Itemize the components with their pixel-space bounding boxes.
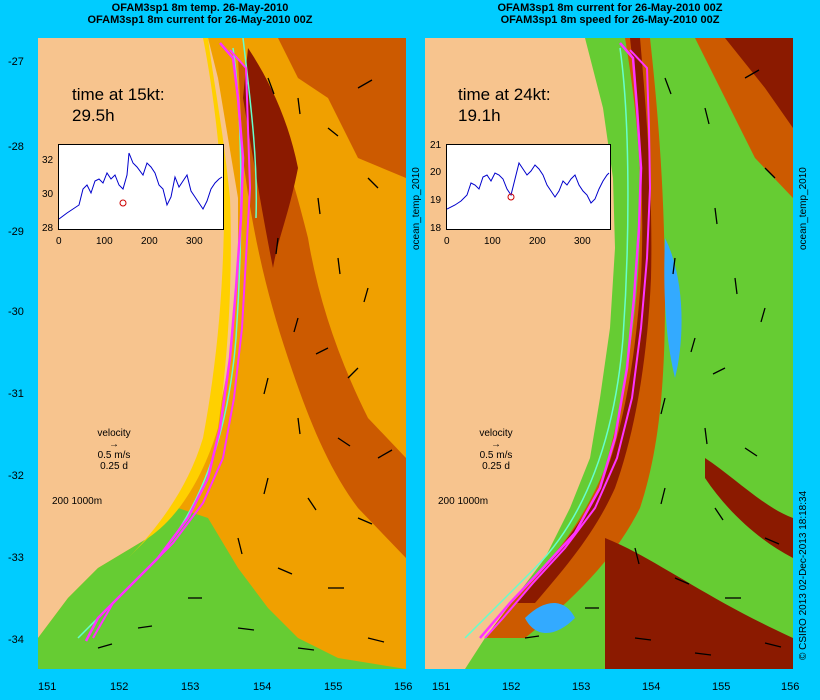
right-velocity-arrow: → xyxy=(491,439,501,450)
right-inset-xtick-1: 100 xyxy=(484,236,501,247)
lat-tick-left-5: -32 xyxy=(8,470,24,482)
lon-tick-right-4: 155 xyxy=(712,681,731,693)
lon-tick-left-5: 156 xyxy=(394,681,413,693)
ship-track-right-2 xyxy=(484,49,652,639)
left-map-svg xyxy=(38,38,406,669)
isobath-contour-right xyxy=(464,47,629,639)
right-velocity-time: 0.25 d xyxy=(482,461,510,472)
right-inset-ytick-2: 19 xyxy=(430,195,442,206)
left-time-box: time at 15kt: 29.5h xyxy=(72,84,165,126)
ship-track-right xyxy=(479,42,643,639)
right-time-box: time at 24kt: 19.1h xyxy=(458,84,551,126)
left-velocity-scale: 0.5 m/s xyxy=(97,450,131,461)
current-arrows xyxy=(97,77,393,651)
lon-tick-left-1: 152 xyxy=(110,681,129,693)
right-velocity-scale: 0.5 m/s xyxy=(479,450,513,461)
coastal-shelf-water xyxy=(128,38,231,558)
right-time-value: 19.1h xyxy=(458,106,501,125)
right-inset-xtick-2: 200 xyxy=(529,236,546,247)
speed-high-south xyxy=(605,538,793,669)
lon-tick-right-5: 156 xyxy=(781,681,800,693)
left-velocity-arrow: → xyxy=(109,439,119,450)
left-inset-plot xyxy=(58,144,224,230)
right-title-line2: OFAM3sp1 8m speed for 26-May-2010 00Z xyxy=(500,14,720,26)
lat-tick-left-6: -33 xyxy=(8,552,24,564)
ship-track-2 xyxy=(92,49,252,639)
right-velocity-legend: velocity → 0.5 m/s 0.25 d xyxy=(466,428,526,472)
slow-water-patch xyxy=(664,238,682,378)
lat-tick-left-0: -27 xyxy=(8,56,24,68)
current-arrows-right xyxy=(524,69,782,656)
right-inset-svg xyxy=(446,161,610,210)
right-time-label: time at 24kt: xyxy=(458,85,551,104)
left-velocity-label: velocity xyxy=(97,428,131,439)
left-inset-xtick-3: 300 xyxy=(186,236,203,247)
left-inset-ytick-0: 32 xyxy=(42,155,54,166)
left-title: OFAM3sp1 8m temp. 26-May-2010 OFAM3sp1 8… xyxy=(20,2,380,26)
right-inset-plot xyxy=(446,144,611,230)
credit-text: © CSIRO 2013 02-Dec-2013 18:18:34 xyxy=(798,490,809,660)
lat-tick-left-7: -34 xyxy=(8,634,24,646)
left-depth-legend: 200 1000m xyxy=(52,496,103,507)
left-title-line2: OFAM3sp1 8m current for 26-May-2010 00Z xyxy=(87,14,313,26)
lat-tick-left-3: -30 xyxy=(8,306,24,318)
right-title-line1: OFAM3sp1 8m current for 26-May-2010 00Z xyxy=(497,2,723,14)
right-inset-marker xyxy=(507,193,515,201)
lon-tick-left-4: 155 xyxy=(324,681,343,693)
left-inset-marker xyxy=(119,199,127,207)
right-depth-legend: 200 1000m xyxy=(438,496,489,507)
lat-tick-left-4: -31 xyxy=(8,388,24,400)
speed-high-east xyxy=(705,458,793,558)
left-title-line1: OFAM3sp1 8m temp. 26-May-2010 xyxy=(111,2,289,14)
right-colorbar-label: ocean_temp_2010 xyxy=(798,167,809,250)
right-inset-ytick-3: 18 xyxy=(430,223,442,234)
left-map-panel xyxy=(38,38,406,669)
left-velocity-time: 0.25 d xyxy=(100,461,128,472)
right-map-svg xyxy=(464,38,793,669)
slow-water-patch-2 xyxy=(525,603,575,633)
lat-tick-left-2: -29 xyxy=(8,226,24,238)
lon-tick-left-0: 151 xyxy=(38,681,57,693)
mid-colorbar-label: ocean_temp_2010 xyxy=(411,167,422,250)
right-velocity-label: velocity xyxy=(479,428,513,439)
cool-water-south xyxy=(38,508,406,669)
right-inset-ytick-1: 20 xyxy=(430,167,442,178)
left-time-value: 29.5h xyxy=(72,106,115,125)
lon-tick-right-3: 154 xyxy=(642,681,661,693)
left-velocity-legend: velocity → 0.5 m/s 0.25 d xyxy=(84,428,144,472)
isobath-contour xyxy=(242,38,258,219)
hot-current-core xyxy=(243,48,298,268)
current-speed-core xyxy=(515,38,652,603)
right-inset-xtick-3: 300 xyxy=(574,236,591,247)
lon-tick-right-0: 151 xyxy=(432,681,451,693)
warm-water-north xyxy=(238,38,406,178)
left-inset-svg xyxy=(58,152,223,220)
right-title: OFAM3sp1 8m current for 26-May-2010 00Z … xyxy=(430,2,790,26)
left-inset-xtick-0: 0 xyxy=(56,236,62,247)
lon-tick-left-3: 154 xyxy=(253,681,272,693)
left-inset-ytick-2: 28 xyxy=(42,223,54,234)
left-inset-ytick-1: 30 xyxy=(42,189,54,200)
lon-tick-right-2: 153 xyxy=(572,681,591,693)
current-speed-band xyxy=(485,38,665,638)
right-inset-ytick-0: 21 xyxy=(430,140,442,151)
ocean-temperature-field xyxy=(38,38,406,669)
speed-max-north xyxy=(725,38,793,128)
left-time-label: time at 15kt: xyxy=(72,85,165,104)
right-inset-series xyxy=(446,161,610,210)
lat-tick-left-1: -28 xyxy=(8,141,24,153)
left-inset-series xyxy=(58,152,223,220)
left-inset-xtick-1: 100 xyxy=(96,236,113,247)
right-map-panel xyxy=(425,38,793,669)
right-inset-xtick-0: 0 xyxy=(444,236,450,247)
lon-tick-left-2: 153 xyxy=(181,681,200,693)
lon-tick-right-1: 152 xyxy=(502,681,521,693)
left-inset-xtick-2: 200 xyxy=(141,236,158,247)
